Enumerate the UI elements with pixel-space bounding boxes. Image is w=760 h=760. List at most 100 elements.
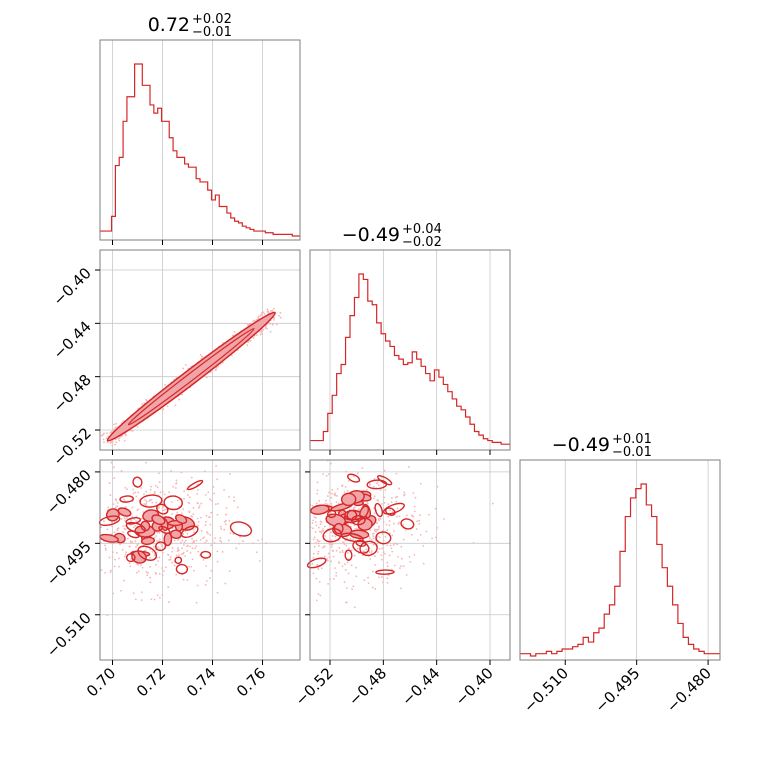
sample-point: [272, 307, 275, 310]
sample-point: [189, 552, 192, 554]
sample-point: [353, 554, 356, 557]
sample-point: [404, 529, 407, 531]
sample-point: [402, 565, 405, 568]
sample-point: [396, 507, 399, 510]
sample-point: [409, 560, 412, 563]
sample-point: [377, 484, 380, 487]
contour-blob: [139, 494, 163, 508]
sample-point: [197, 502, 199, 505]
sample-point: [378, 536, 381, 539]
sample-point: [247, 341, 250, 344]
sample-point: [206, 531, 208, 533]
sample-point: [370, 550, 373, 552]
sample-point: [315, 502, 318, 505]
sample-point: [347, 572, 350, 575]
sample-point: [323, 525, 326, 528]
sample-point: [184, 364, 187, 366]
sample-point: [161, 567, 163, 569]
sample-point: [380, 554, 383, 557]
sample-point: [228, 519, 231, 522]
sample-point: [112, 503, 115, 505]
sample-point: [169, 558, 172, 561]
scatter-p0-p2: [98, 461, 268, 617]
sample-point: [373, 495, 376, 498]
y-tick-label: −0.52: [50, 424, 95, 469]
sample-point: [145, 546, 148, 549]
sample-point: [229, 473, 232, 475]
sample-point: [223, 528, 226, 531]
sample-point: [141, 566, 144, 569]
title-upper: +0.01: [612, 432, 652, 447]
sample-point: [184, 555, 187, 557]
sample-point: [156, 486, 159, 489]
sample-point: [166, 405, 169, 408]
contour-blob: [137, 545, 158, 561]
sample-point: [416, 539, 419, 542]
contour-blob: [310, 504, 330, 515]
sample-point: [335, 501, 338, 504]
sample-point: [150, 485, 152, 488]
sample-point: [392, 510, 394, 512]
contour-blob: [385, 507, 396, 516]
sample-point: [162, 570, 165, 572]
sample-point: [149, 488, 152, 491]
sample-point: [219, 537, 222, 539]
contour-blob: [175, 563, 189, 575]
sample-point: [388, 524, 391, 527]
sample-point: [381, 532, 384, 535]
sample-point: [195, 601, 198, 604]
x-tick-label: −0.495: [592, 664, 644, 716]
sample-point: [491, 502, 494, 505]
sample-point: [313, 516, 316, 519]
histogram-p0: [100, 63, 300, 237]
sample-point: [113, 477, 116, 479]
sample-point: [203, 470, 206, 473]
sample-point: [145, 490, 148, 493]
sample-point: [353, 524, 356, 527]
sample-point: [111, 525, 114, 528]
sample-point: [123, 439, 126, 442]
sample-point: [155, 501, 158, 504]
sample-point: [431, 537, 434, 540]
sample-point: [353, 606, 356, 609]
sample-point: [422, 562, 425, 565]
sample-point: [113, 531, 116, 534]
sample-point: [385, 523, 388, 526]
sample-point: [275, 323, 278, 326]
sample-point: [201, 356, 204, 358]
sample-point: [114, 506, 117, 509]
sample-point: [118, 439, 121, 442]
sample-point: [106, 614, 109, 617]
sample-point: [202, 558, 205, 561]
sample-point: [116, 505, 119, 507]
sample-point: [224, 523, 227, 526]
sample-point: [132, 488, 135, 491]
sample-point: [356, 547, 359, 550]
sample-point: [374, 587, 377, 590]
sample-point: [100, 569, 103, 571]
contour-outer: [106, 311, 276, 442]
sample-point: [386, 577, 389, 580]
sample-point: [192, 513, 195, 516]
sample-point: [131, 430, 134, 432]
sample-point: [388, 554, 391, 557]
sample-point: [386, 565, 389, 568]
contour-blob: [186, 479, 204, 491]
sample-point: [344, 601, 347, 604]
sample-point: [200, 530, 203, 532]
contour-blob: [340, 492, 357, 507]
sample-point: [175, 479, 178, 482]
title-lower: −0.01: [192, 25, 232, 40]
sample-point: [358, 508, 360, 511]
sample-point: [221, 341, 224, 344]
sample-point: [353, 506, 356, 509]
sample-point: [393, 530, 395, 532]
sample-point: [260, 333, 262, 335]
sample-point: [330, 503, 333, 505]
sample-point: [145, 398, 148, 401]
sample-point: [337, 502, 340, 505]
sample-point: [336, 495, 338, 497]
sample-point: [328, 556, 331, 559]
sample-point: [154, 484, 157, 487]
sample-point: [180, 553, 183, 556]
